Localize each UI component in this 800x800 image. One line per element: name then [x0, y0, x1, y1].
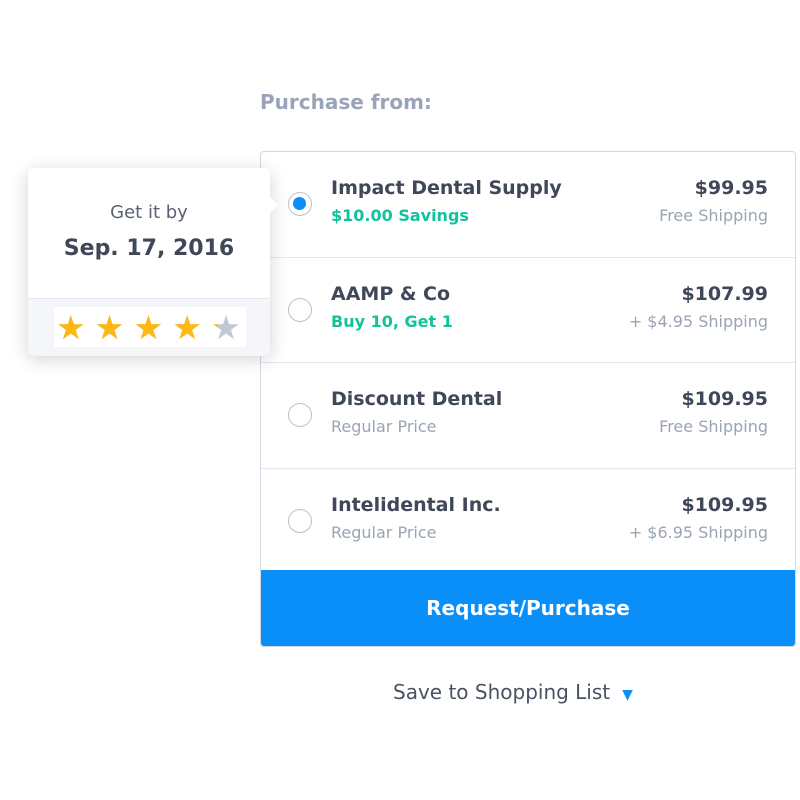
vendor-price: $109.95 [681, 388, 768, 410]
vendor-row[interactable]: AAMP & Co Buy 10, Get 1 $107.99 + $4.95 … [261, 258, 795, 363]
star-rating: ★★★★★★★★★★ [54, 307, 246, 347]
vendor-note: Regular Price [331, 417, 437, 436]
vendor-name: Impact Dental Supply [331, 177, 562, 199]
star-icon: ★★ [172, 307, 202, 347]
get-it-by-label: Get it by [110, 202, 188, 223]
vendor-radio[interactable] [288, 297, 312, 322]
star-icon: ★★ [94, 307, 125, 347]
vendor-row[interactable]: Intelidental Inc. Regular Price $109.95 … [261, 469, 795, 574]
vendor-note: $10.00 Savings [331, 206, 469, 225]
vendor-price: $109.95 [681, 493, 768, 516]
vendor-radio[interactable] [288, 508, 312, 533]
request-purchase-button[interactable]: Request/Purchase [261, 570, 795, 646]
delivery-date: Sep. 17, 2016 [63, 236, 235, 261]
vendor-list: Impact Dental Supply $10.00 Savings $99.… [260, 151, 796, 647]
star-icon: ★★ [56, 307, 86, 347]
vendor-shipping: + $6.95 Shipping [628, 522, 768, 542]
vendor-row[interactable]: Discount Dental Regular Price $109.95 Fr… [261, 363, 795, 469]
star-icon: ★★ [133, 307, 164, 347]
vendor-shipping: Free Shipping [659, 417, 768, 436]
vendor-name: Intelidental Inc. [331, 493, 501, 516]
section-heading: Purchase from: [260, 90, 432, 114]
star-icon: ★★ [211, 307, 241, 347]
save-to-shopping-list-link[interactable]: Save to Shopping List ▼ [393, 680, 633, 704]
rating-footer: ★★★★★★★★★★ [28, 298, 270, 356]
vendor-shipping: + $4.95 Shipping [628, 311, 768, 331]
vendor-price: $107.99 [681, 282, 768, 305]
vendor-radio[interactable] [288, 403, 312, 427]
vendor-name: AAMP & Co [331, 282, 451, 305]
vendor-note: Regular Price [331, 522, 437, 542]
caret-down-icon: ▼ [622, 687, 633, 703]
save-link-label: Save to Shopping List [393, 680, 611, 704]
vendor-name: Discount Dental [331, 388, 503, 410]
vendor-note: Buy 10, Get 1 [331, 311, 453, 331]
vendor-shipping: Free Shipping [659, 206, 768, 225]
vendor-radio[interactable] [288, 192, 312, 216]
delivery-popover: Get it by Sep. 17, 2016 ★★★★★★★★★★ [28, 168, 278, 356]
vendor-price: $99.95 [694, 177, 768, 199]
vendor-row[interactable]: Impact Dental Supply $10.00 Savings $99.… [261, 152, 795, 258]
